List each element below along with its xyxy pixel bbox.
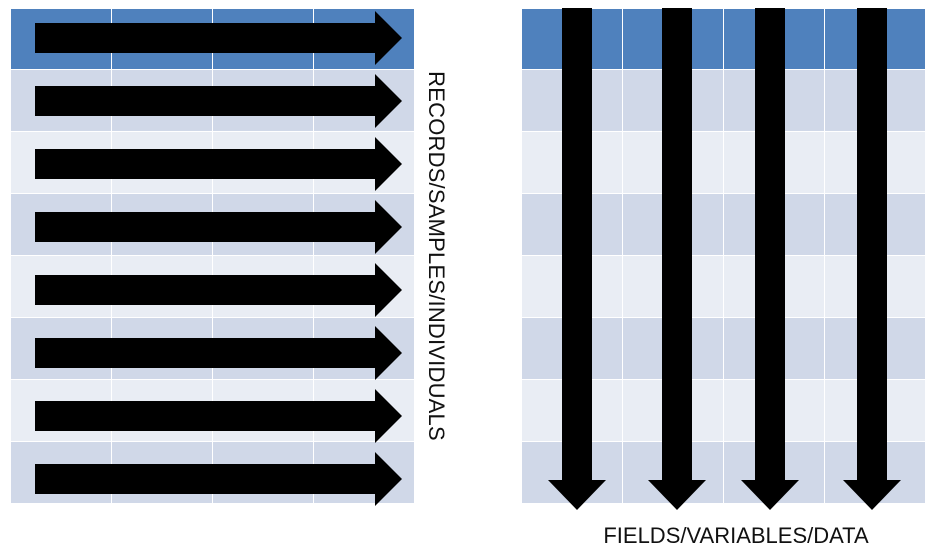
table-row [521, 255, 926, 318]
table-header-row [521, 8, 926, 70]
fields-label: FIELDS/VARIABLES/DATA [603, 523, 869, 548]
table-row [10, 255, 415, 318]
table-row [10, 379, 415, 442]
table-row [10, 131, 415, 194]
table-header-row [10, 8, 415, 70]
table-row [10, 193, 415, 256]
table-row [521, 317, 926, 380]
records-label: RECORDS/SAMPLES/INDIVIDUALS [424, 71, 449, 441]
table-row [10, 317, 415, 380]
table-row [10, 69, 415, 132]
table-row [10, 441, 415, 504]
table-row [521, 193, 926, 256]
table-row [521, 131, 926, 194]
table-row [521, 69, 926, 132]
table-row [521, 441, 926, 504]
table-row [521, 379, 926, 442]
records-table [10, 8, 415, 504]
fields-table [521, 8, 926, 504]
